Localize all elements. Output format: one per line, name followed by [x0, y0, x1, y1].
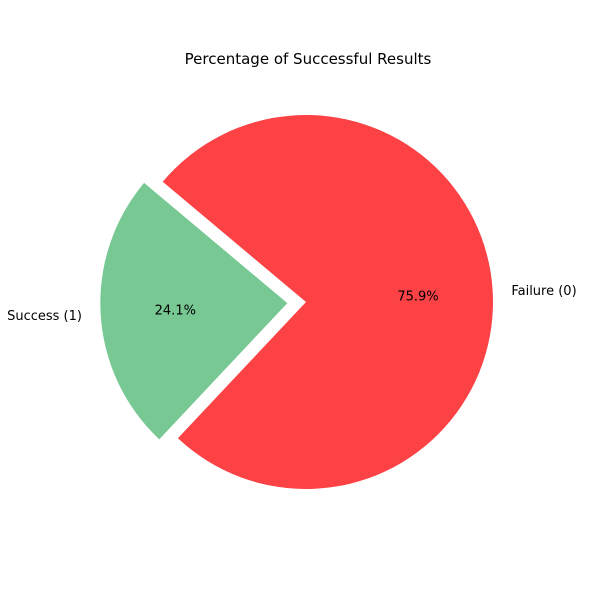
pie-slice-failure — [162, 115, 493, 490]
pie-slice-success — [100, 182, 288, 440]
pct-label-failure: 75.9% — [397, 289, 438, 304]
chart-title: Percentage of Successful Results — [185, 50, 432, 68]
slice-label-failure: Failure (0) — [511, 284, 576, 299]
pct-label-success: 24.1% — [155, 304, 196, 319]
slice-label-success: Success (1) — [7, 309, 82, 324]
labels-layer: 24.1% Success (1) 75.9% Failure (0) — [7, 284, 577, 324]
slices-layer — [100, 115, 493, 490]
